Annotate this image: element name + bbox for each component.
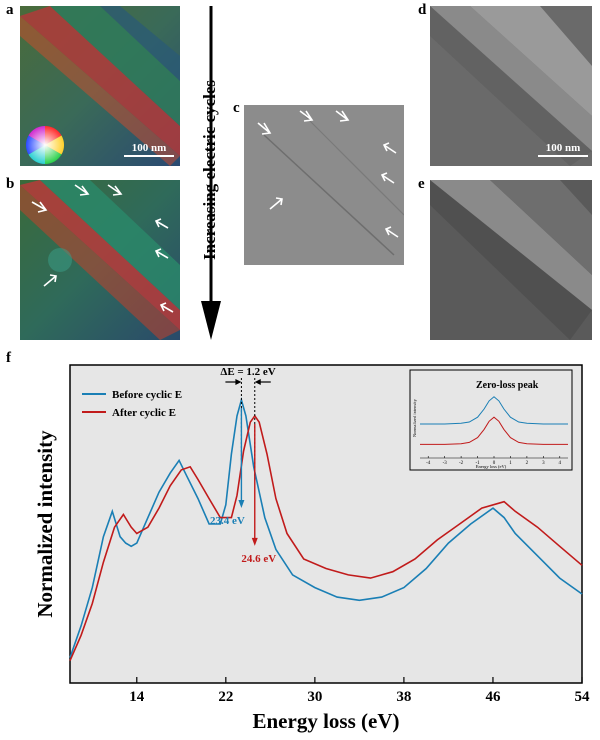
arrow-icon bbox=[74, 184, 90, 196]
inset-series-after bbox=[420, 416, 568, 445]
y-axis-label: Normalized intensity bbox=[33, 430, 57, 618]
panel-label-a: a bbox=[6, 2, 14, 18]
phase-map-b bbox=[20, 180, 180, 340]
scale-bar-d-label: 100 nm bbox=[545, 142, 581, 154]
inset-x-tick-label: 1 bbox=[509, 461, 512, 466]
x-tick-label: 22 bbox=[218, 689, 233, 705]
tem-image-c bbox=[244, 105, 404, 265]
inset-x-tick-label: 0 bbox=[493, 461, 496, 466]
inset-x-tick-label: -4 bbox=[426, 461, 431, 466]
peak-after-label: 24.6 eV bbox=[241, 553, 276, 565]
panel-label-c: c bbox=[233, 100, 240, 116]
inset-title: Zero-loss peak bbox=[476, 380, 539, 391]
inset-x-tick-label: -3 bbox=[443, 461, 448, 466]
arrow-icon bbox=[235, 379, 242, 385]
panel-label-f: f bbox=[6, 350, 11, 366]
arrow-icon bbox=[238, 499, 245, 508]
arrow-icon bbox=[31, 201, 48, 213]
inset-zero-loss: Zero-loss peak Normalized intensity Ener… bbox=[409, 369, 573, 471]
scale-bar-d: 100 nm bbox=[538, 142, 588, 157]
series-line-before bbox=[69, 397, 583, 658]
arrow-icon bbox=[251, 537, 258, 546]
series-line-after bbox=[69, 414, 583, 662]
scale-bar-a: 100 nm bbox=[124, 142, 174, 157]
inset-x-tick-label: -1 bbox=[475, 461, 480, 466]
legend-label-after: After cyclic E bbox=[112, 407, 176, 419]
increasing-cycles-arrow bbox=[201, 6, 221, 340]
tem-image-e-drawing bbox=[430, 180, 592, 340]
arrow-icon bbox=[254, 379, 261, 385]
x-tick-label: 46 bbox=[485, 689, 501, 705]
color-wheel-icon bbox=[25, 125, 65, 165]
legend: Before cyclic E After cyclic E bbox=[82, 389, 182, 419]
legend-label-before: Before cyclic E bbox=[112, 389, 182, 401]
x-tick-label: 38 bbox=[396, 689, 411, 705]
panel-label-d: d bbox=[418, 2, 427, 18]
cycle-axis-label: Increasing electric cycles bbox=[200, 80, 219, 261]
phase-map-a bbox=[20, 6, 180, 166]
defect-arrows-b bbox=[31, 184, 174, 313]
inset-y-label: Normalized intensity bbox=[412, 398, 417, 437]
inset-x-label: Energy loss (eV) bbox=[476, 464, 507, 469]
holography-phase-image-a: 100 nm bbox=[20, 6, 180, 166]
scale-bar-a-label: 100 nm bbox=[131, 142, 167, 154]
inset-x-tick-label: 2 bbox=[526, 461, 529, 466]
x-tick-label: 14 bbox=[129, 689, 145, 705]
panel-label-b: b bbox=[6, 176, 15, 192]
x-axis-label: Energy loss (eV) bbox=[253, 709, 400, 733]
panel-label-e: e bbox=[418, 176, 425, 192]
tem-image-d: 100 nm bbox=[430, 6, 592, 166]
tem-image-e bbox=[430, 180, 592, 340]
peak-before-label: 23.4 eV bbox=[210, 515, 245, 527]
inset-x-tick-label: 3 bbox=[542, 461, 545, 466]
holography-phase-image-b bbox=[20, 180, 180, 340]
x-tick-label: 54 bbox=[575, 689, 591, 705]
delta-e-label: ΔE = 1.2 eV bbox=[220, 366, 275, 378]
x-tick-label: 30 bbox=[307, 689, 322, 705]
inset-series-before bbox=[420, 396, 568, 425]
tem-image-d-drawing bbox=[430, 6, 592, 166]
tem-image-c-drawing bbox=[244, 105, 404, 265]
inset-x-tick-label: -2 bbox=[459, 461, 464, 466]
inset-x-tick-label: 4 bbox=[559, 461, 562, 466]
